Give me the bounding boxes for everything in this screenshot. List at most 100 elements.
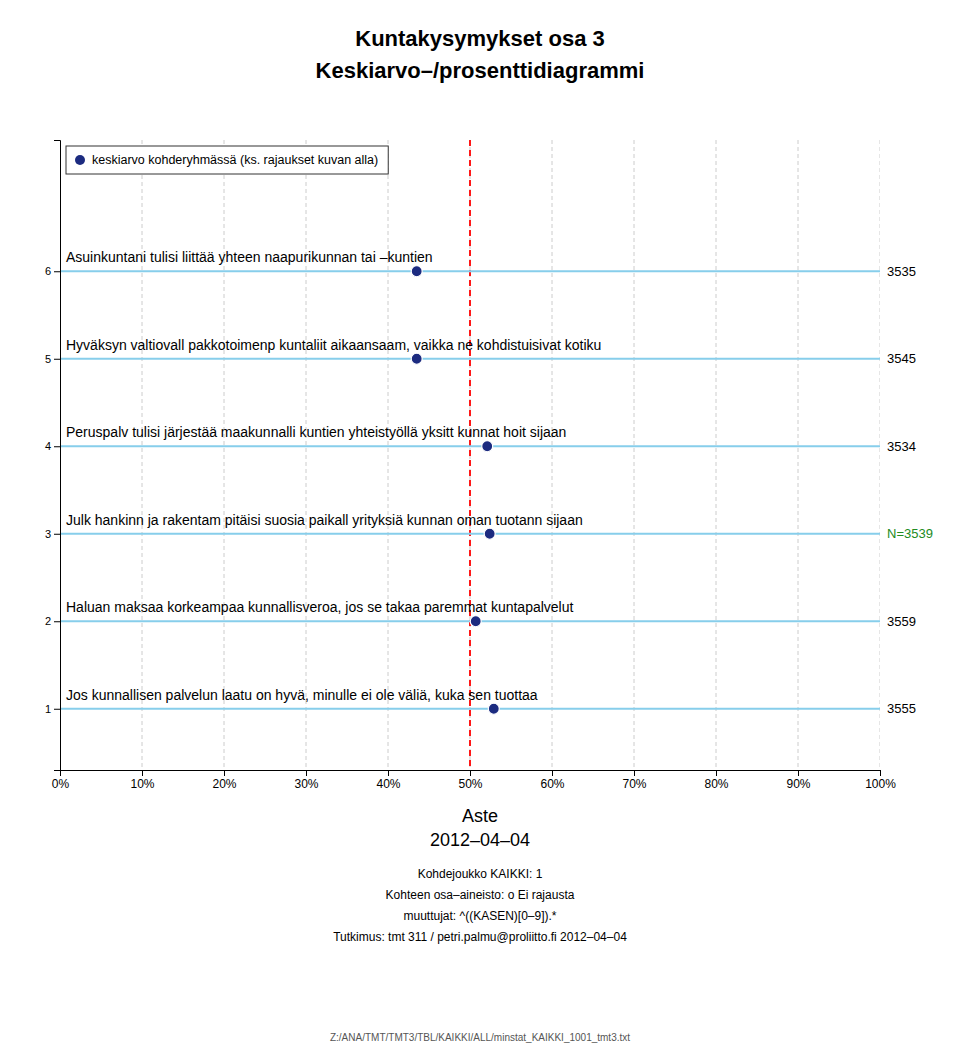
grid-line <box>142 140 143 770</box>
y-tick-mark <box>54 621 60 622</box>
x-tick: 70% <box>622 770 646 791</box>
point <box>488 703 499 714</box>
x-tick-label: 80% <box>704 777 728 791</box>
row-label: Hyväksyn valtiovall pakkotoimenp kuntali… <box>66 337 601 353</box>
y-tick: 5 <box>45 353 60 365</box>
x-tick: 90% <box>786 770 810 791</box>
grid-line <box>634 140 635 770</box>
x-tick: 20% <box>212 770 236 791</box>
n-label: 3545 <box>887 351 916 366</box>
n-label: 3559 <box>887 614 916 629</box>
point <box>411 353 422 364</box>
y-tick-label: 5 <box>45 353 51 365</box>
x-tick-mark <box>142 770 143 776</box>
y-tick-mark <box>54 446 60 447</box>
grid-line <box>470 140 471 770</box>
title: Kuntakysymykset osa 3 <box>355 26 604 51</box>
x-tick-label: 30% <box>294 777 318 791</box>
source: Z:/ANA/TMT/TMT3/TBL/KAIKKI/ALL/minstat_K… <box>330 1032 630 1043</box>
y-tick-label: 3 <box>45 528 51 540</box>
legend-item: keskiarvo kohderyhmässä (ks. rajaukset k… <box>75 153 378 167</box>
footer-line: muuttujat: ^((KASEN)[0–9]).* <box>403 909 556 923</box>
x-tick-mark <box>224 770 225 776</box>
x-axis-line <box>61 771 881 777</box>
y-tick-label: 1 <box>45 703 51 715</box>
y-tick-mark <box>54 709 60 710</box>
row-label: Peruspalv tulisi järjestää maakunnalli k… <box>66 424 566 440</box>
grid-line <box>716 140 717 770</box>
y-tick: 1 <box>45 703 60 715</box>
n-label: 3534 <box>887 439 916 454</box>
grid-line <box>880 140 881 770</box>
footer-line: Kohteen osa–aineisto: o Ei rajausta <box>386 888 575 902</box>
x-tick-mark <box>880 770 881 776</box>
y-tick-mark <box>54 359 60 360</box>
point <box>482 441 493 452</box>
x-tick-label: 50% <box>458 777 482 791</box>
x-tick: 30% <box>294 770 318 791</box>
reference-line <box>469 140 471 770</box>
x-tick: 60% <box>540 770 564 791</box>
row-line <box>60 533 880 535</box>
footer-line: Kohdejoukko KAIKKI: 1 <box>418 867 543 881</box>
grid-line <box>388 140 389 770</box>
x-tick-label: 20% <box>212 777 236 791</box>
x-tick-mark <box>716 770 717 776</box>
y-tick-mark <box>54 534 60 535</box>
n-label: N=3539 <box>887 526 933 541</box>
y-tick: 6 <box>45 265 60 277</box>
grid-line <box>798 140 799 770</box>
row-label: Asuinkuntani tulisi liittää yhteen naapu… <box>66 249 433 265</box>
row-line <box>60 708 880 710</box>
x-tick-label: 10% <box>130 777 154 791</box>
row-line <box>60 270 880 272</box>
row-label: Julk hankinn ja rakentam pitäisi suosia … <box>66 512 583 528</box>
chart: Kuntakysymykset osa 3 Keskiarvo–/prosentt… <box>0 0 960 1061</box>
x-tick-label: 60% <box>540 777 564 791</box>
y-tick: 4 <box>45 440 60 452</box>
x-tick-mark <box>634 770 635 776</box>
y-axis: 1 2 3 4 5 6 <box>45 141 61 771</box>
x-tick-label: 40% <box>376 777 400 791</box>
x-axis-subtitle: 2012–04–04 <box>430 830 530 850</box>
point <box>484 528 495 539</box>
n-label: 3535 <box>887 264 916 279</box>
row-line <box>60 445 880 447</box>
y-axis-line <box>54 141 61 771</box>
x-tick-label: 90% <box>786 777 810 791</box>
legend-box <box>66 146 388 174</box>
x-tick-label: 0% <box>52 777 70 791</box>
footer-line: Tutkimus: tmt 311 / petri.palmu@proliitt… <box>333 930 627 944</box>
n-label: 3555 <box>887 701 916 716</box>
x-tick: 0% <box>52 770 70 791</box>
point <box>470 616 481 627</box>
y-tick-label: 6 <box>45 265 51 277</box>
y-tick-label: 2 <box>45 615 51 627</box>
x-axis: 0% 10% 20% 30% 40% 50% 60% 70% 80% 90% 100% <box>52 770 896 791</box>
x-tick-mark <box>552 770 553 776</box>
plot: 0% 10% 20% 30% 40% 50% 60% 70% 80% 90% 100% 1 2 3 4 5 6 A… <box>45 140 933 791</box>
x-tick: 80% <box>704 770 728 791</box>
row-label: Haluan maksaa korkeampaa kunnallisveroa,… <box>66 599 573 615</box>
y-tick: 3 <box>45 528 60 540</box>
row-texts: Asuinkuntani tulisi liittää yhteen naapu… <box>66 249 933 716</box>
x-tick-mark <box>306 770 307 776</box>
x-tick: 10% <box>130 770 154 791</box>
row-line <box>60 358 880 360</box>
x-tick-mark <box>388 770 389 776</box>
grid-line <box>224 140 225 770</box>
x-tick-label: 70% <box>622 777 646 791</box>
marks <box>60 140 880 770</box>
x-tick: 40% <box>376 770 400 791</box>
x-axis-title: Aste <box>462 806 498 826</box>
x-tick: 100% <box>865 770 896 791</box>
x-tick-mark <box>470 770 471 776</box>
x-tick-mark <box>798 770 799 776</box>
subtitle: Keskiarvo–/prosenttidiagrammi <box>316 58 645 83</box>
y-tick-mark <box>54 271 60 272</box>
grid-line <box>306 140 307 770</box>
legend: keskiarvo kohderyhmässä (ks. rajaukset k… <box>66 146 388 174</box>
y-tick-label: 4 <box>45 440 51 452</box>
x-tick: 50% <box>458 770 482 791</box>
grid-line <box>552 140 553 770</box>
